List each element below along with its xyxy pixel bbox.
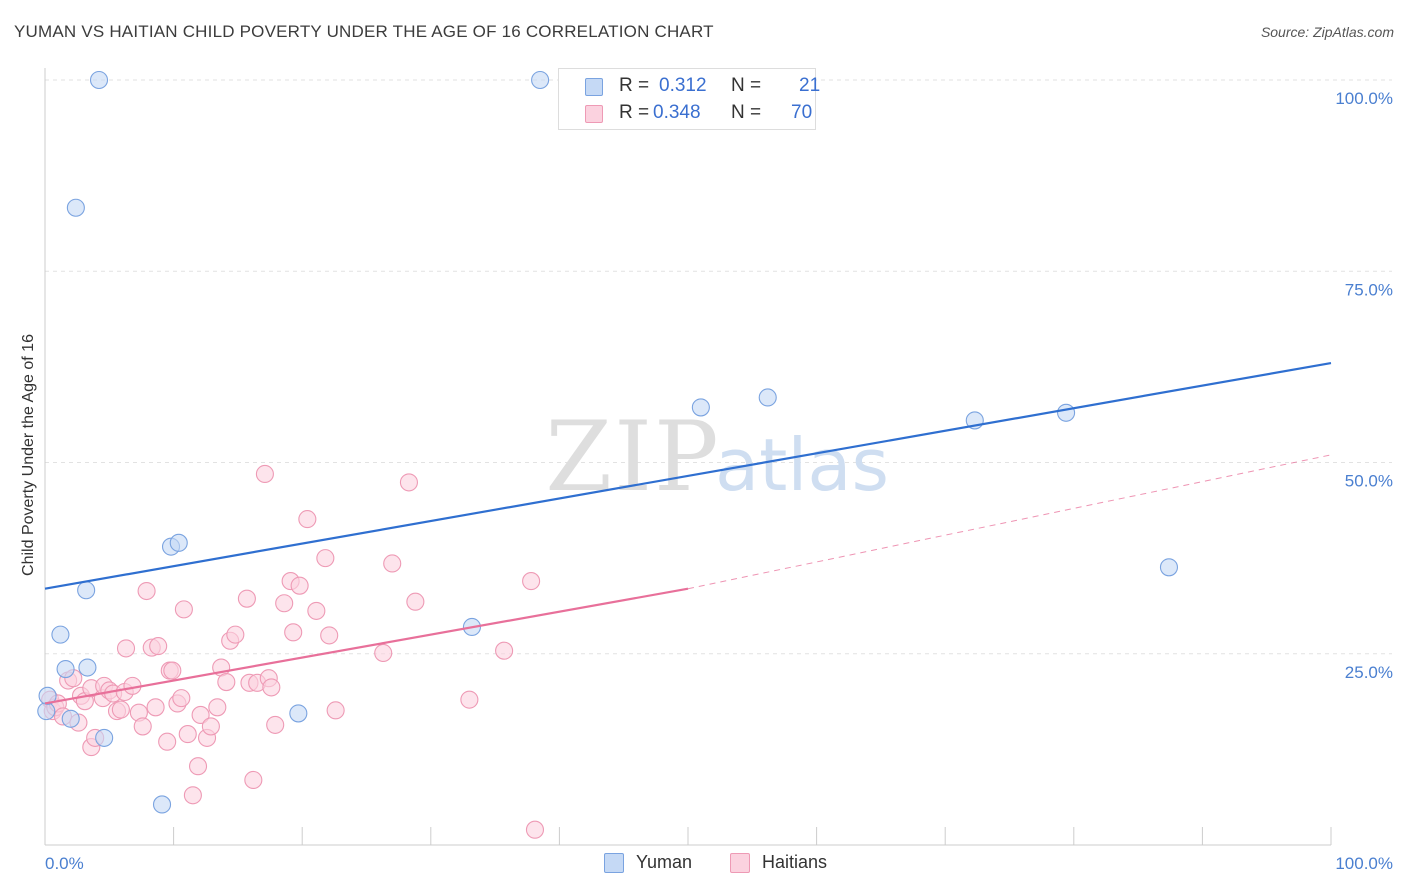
legend-r-value-yuman: 0.312	[659, 75, 707, 96]
yuman-point-8	[66, 198, 85, 217]
haitians-point-23	[133, 717, 152, 736]
yuman-point-17	[758, 388, 777, 407]
haitians-point-66	[460, 690, 479, 709]
haitians-point-18	[111, 700, 130, 719]
yuman-point-20	[1159, 558, 1179, 577]
yuman-point-9	[89, 70, 109, 90]
haitians-point-60	[320, 626, 339, 645]
legend-n-value-yuman: 21	[799, 75, 821, 96]
haitians-points	[41, 464, 545, 839]
haitians-point-53	[275, 594, 294, 613]
source-label: Source: ZipAtlas.com	[1260, 24, 1394, 40]
haitians-point-37	[191, 705, 210, 725]
haitians-point-51	[262, 678, 281, 697]
legend-r-value-haitians: 0.348	[653, 102, 701, 123]
haitians-point-64	[399, 473, 418, 492]
haitians-point-63	[383, 554, 402, 573]
haitians-point-20	[116, 639, 136, 658]
haitians-point-42	[217, 673, 236, 692]
haitians-point-40	[208, 698, 227, 717]
y-tick-label-3: 100.0%	[1335, 89, 1393, 108]
haitians-point-52	[266, 715, 285, 734]
haitians-point-44	[226, 625, 245, 644]
yuman-point-7	[95, 728, 114, 747]
haitians-point-45	[237, 589, 256, 608]
haitians-point-36	[188, 757, 208, 776]
haitians-point-61	[326, 701, 345, 720]
yuman-point-3	[56, 659, 75, 679]
haitians-trend-line	[44, 587, 689, 705]
yuman-point-6	[78, 658, 97, 677]
yuman-point-19	[1057, 403, 1076, 422]
haitians-point-30	[163, 661, 182, 680]
haitians-point-39	[201, 717, 220, 736]
yuman-point-13	[289, 704, 308, 723]
haitians-point-59	[316, 549, 335, 568]
haitians-point-65	[406, 592, 425, 611]
yuman-point-12	[169, 533, 188, 552]
haitians-point-33	[174, 600, 193, 619]
watermark-zip: ZIP	[545, 401, 720, 513]
yuman-point-4	[61, 709, 80, 728]
y-axis-label: Child Poverty Under the Age of 16	[20, 334, 37, 576]
y-tick-label-0: 25.0%	[1345, 663, 1393, 682]
yuman-trend-line	[44, 361, 1332, 590]
yuman-legend-swatch	[604, 853, 624, 873]
grid-layer	[45, 79, 1392, 655]
haitians-point-32	[172, 689, 191, 708]
haitians-point-28	[158, 732, 177, 751]
correlation-legend: R = 0.312 N = 21 R = 0.348 N = 70	[558, 68, 820, 130]
haitians-point-49	[255, 464, 274, 484]
x-tick-label-min: 0.0%	[45, 854, 84, 873]
haitians-point-68	[522, 572, 541, 591]
yuman-point-2	[51, 625, 70, 644]
haitians-legend-swatch	[730, 853, 750, 873]
y-tick-label-1: 50.0%	[1345, 472, 1393, 491]
legend-n-label: N =	[731, 102, 762, 123]
haitians-point-34	[178, 725, 197, 744]
yuman-point-1	[38, 686, 57, 705]
yuman-point-16	[691, 398, 710, 417]
x-tick-label-max: 100.0%	[1335, 854, 1393, 873]
haitians-point-24	[137, 581, 156, 601]
yuman-point-5	[77, 581, 96, 600]
legend-n-value-haitians: 70	[791, 102, 813, 123]
haitians-point-57	[298, 510, 317, 529]
haitians-point-47	[244, 770, 263, 790]
haitians-point-27	[149, 637, 168, 656]
watermark: ZIP atlas	[545, 401, 889, 513]
yuman-points	[37, 70, 1179, 814]
yuman-swatch	[585, 78, 603, 96]
legend-r-label: R =	[619, 75, 650, 96]
legend-n-label: N =	[731, 75, 762, 96]
chart-title: YUMAN VS HAITIAN CHILD POVERTY UNDER THE…	[14, 22, 714, 41]
yuman-point-15	[531, 70, 550, 90]
yuman-point-0	[37, 702, 56, 721]
trend-lines	[44, 361, 1332, 705]
haitians-point-62	[374, 643, 393, 663]
legend-r-label: R =	[619, 102, 650, 123]
haitians-point-35	[183, 786, 202, 805]
yuman-legend-label: Yuman	[636, 852, 693, 872]
haitians-point-56	[290, 576, 309, 595]
watermark-atlas: atlas	[715, 423, 889, 507]
haitians-point-58	[307, 601, 326, 620]
yuman-point-10	[152, 795, 172, 814]
haitians-legend-label: Haitians	[762, 852, 828, 872]
haitians-swatch	[585, 105, 603, 123]
haitians-point-26	[146, 698, 165, 717]
haitians-point-55	[284, 623, 303, 642]
axis-labels: 25.0% 50.0% 75.0% 100.0% 0.0% 100.0% Child Pov…	[20, 89, 1393, 873]
haitians-point-67	[495, 641, 514, 660]
y-tick-label-2: 75.0%	[1345, 280, 1393, 299]
haitians-point-69	[525, 820, 545, 839]
